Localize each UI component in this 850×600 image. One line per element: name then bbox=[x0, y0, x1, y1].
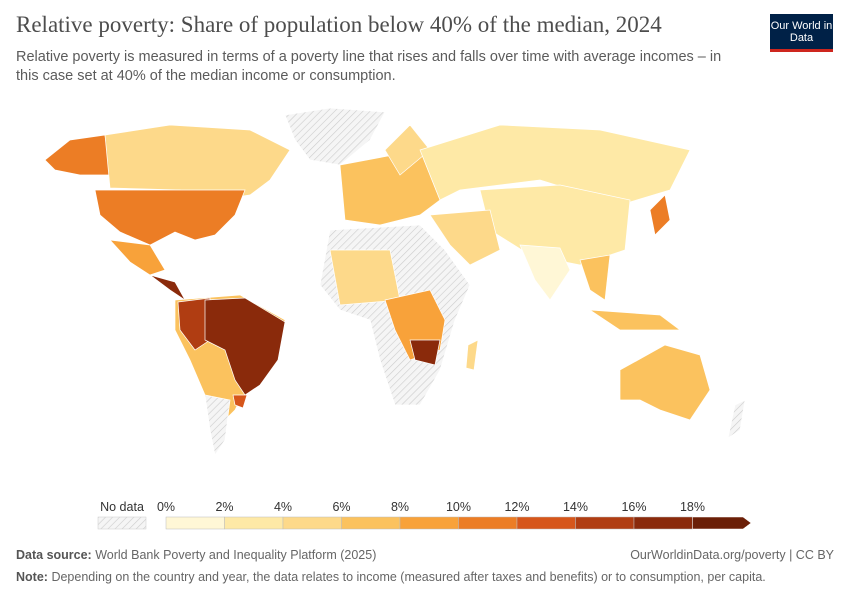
legend-tick-label: 8% bbox=[391, 500, 409, 514]
canada bbox=[104, 124, 291, 201]
note-label: Note: bbox=[16, 570, 48, 584]
colombia-peru bbox=[177, 297, 211, 351]
legend-tick-label: 6% bbox=[332, 500, 350, 514]
legend-arrow bbox=[692, 516, 752, 530]
mexico bbox=[109, 239, 166, 276]
no-data-label: No data bbox=[100, 500, 144, 514]
countries bbox=[44, 107, 746, 456]
legend-swatch bbox=[458, 516, 518, 530]
title: Relative poverty: Share of population be… bbox=[16, 12, 662, 37]
note-text: Depending on the country and year, the d… bbox=[51, 570, 766, 584]
legend-tick-label: 0% bbox=[157, 500, 175, 514]
no-data-swatch bbox=[97, 516, 147, 530]
legend-tick-label: 2% bbox=[215, 500, 233, 514]
russia bbox=[419, 124, 691, 206]
southern-cone bbox=[204, 394, 231, 456]
source-text: World Bank Poverty and Inequality Platfo… bbox=[95, 548, 377, 562]
legend-tick-label: 16% bbox=[621, 500, 646, 514]
southeast-asia bbox=[579, 254, 611, 301]
brazil bbox=[204, 297, 286, 396]
legend-swatch bbox=[165, 516, 225, 530]
west-africa bbox=[329, 249, 401, 306]
note: Note: Depending on the country and year,… bbox=[16, 570, 766, 584]
uruguay bbox=[232, 394, 248, 409]
madagascar bbox=[465, 339, 479, 371]
new-zealand bbox=[727, 399, 746, 439]
legend-swatch bbox=[341, 516, 401, 530]
legend: No data 0% 2% 4% 6% 8% 10% 12% 14% 16% 18% bbox=[97, 500, 752, 530]
legend-tick-label: 10% bbox=[446, 500, 471, 514]
legend-tick-label: 14% bbox=[563, 500, 588, 514]
legend-swatch bbox=[399, 516, 459, 530]
legend-swatch bbox=[516, 516, 576, 530]
source-label: Data source: bbox=[16, 548, 92, 562]
greenland bbox=[284, 107, 386, 166]
legend-tick-label: 4% bbox=[274, 500, 292, 514]
usa bbox=[94, 189, 246, 246]
alaska bbox=[44, 134, 111, 176]
subtitle: Relative poverty is measured in terms of… bbox=[16, 49, 722, 84]
logo[interactable]: Our World in Data bbox=[770, 14, 833, 52]
central-america bbox=[149, 274, 186, 301]
source: Data source: World Bank Poverty and Ineq… bbox=[16, 548, 376, 562]
legend-swatch bbox=[633, 516, 693, 530]
legend-swatch bbox=[224, 516, 284, 530]
legend-swatch bbox=[282, 516, 342, 530]
legend-swatch bbox=[575, 516, 635, 530]
legend-tick-label: 18% bbox=[680, 500, 705, 514]
middle-east bbox=[429, 209, 501, 266]
link[interactable]: OurWorldinData.org/poverty | CC BY bbox=[630, 548, 834, 562]
australia bbox=[619, 344, 711, 421]
legend-tick-label: 12% bbox=[504, 500, 529, 514]
japan bbox=[649, 194, 671, 236]
india bbox=[519, 244, 571, 301]
indonesia bbox=[588, 309, 682, 331]
zambia bbox=[409, 339, 441, 366]
